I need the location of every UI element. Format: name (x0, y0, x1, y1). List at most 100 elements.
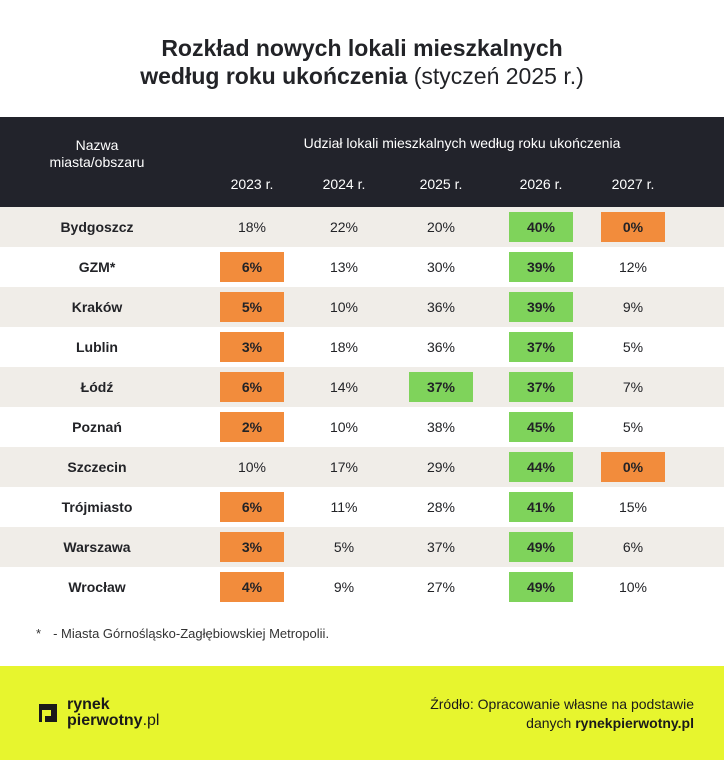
logo-wordmark: rynek pierwotny.pl (67, 697, 159, 729)
footnote-mark: * (36, 626, 42, 641)
min-value-cell: 4% (220, 572, 284, 602)
logo-line2-domain: .pl (142, 712, 160, 729)
source-brand: rynekpierwotny.pl (575, 715, 694, 731)
year-header: 2027 r. (611, 176, 655, 192)
value-cell: 5% (622, 339, 644, 355)
city-name: Lublin (76, 339, 118, 355)
min-value-cell: 5% (220, 292, 284, 322)
value-cell: 28% (426, 499, 456, 515)
max-value-cell: 39% (509, 292, 573, 322)
city-name: Łódź (80, 379, 114, 395)
title-block: Rozkład nowych lokali mieszkalnych wedłu… (0, 34, 724, 90)
max-value-cell: 49% (509, 572, 573, 602)
value-cell: 10% (329, 299, 359, 315)
value-cell: 9% (622, 299, 644, 315)
value-cell: 30% (426, 259, 456, 275)
value-cell: 18% (329, 339, 359, 355)
value-cell: 15% (618, 499, 648, 515)
value-cell: 7% (622, 379, 644, 395)
value-cell: 38% (426, 419, 456, 435)
table-row: Lublin 3% 18% 36% 37% 5% (0, 327, 724, 367)
value-cell: 6% (622, 539, 644, 555)
value-cell: 36% (426, 299, 456, 315)
value-cell: 10% (237, 459, 267, 475)
logo-line2-main: pierwotny (67, 712, 143, 729)
page-title-line1: Rozkład nowych lokali mieszkalnych (161, 35, 563, 61)
value-cell: 5% (622, 419, 644, 435)
min-value-cell: 0% (601, 212, 665, 242)
table-row: Łódź 6% 14% 37% 37% 7% (0, 367, 724, 407)
value-cell: 20% (426, 219, 456, 235)
max-value-cell: 49% (509, 532, 573, 562)
rynekpierwotny-logo-icon (39, 704, 57, 722)
logo-line1: rynek (67, 696, 110, 713)
page-title-line2: według roku ukończenia (styczeń 2025 r.) (0, 62, 724, 90)
min-value-cell: 6% (220, 372, 284, 402)
value-cell: 27% (426, 579, 456, 595)
min-value-cell: 3% (220, 332, 284, 362)
city-name: Poznań (72, 419, 122, 435)
footer-bar: rynek pierwotny.pl Źródło: Opracowanie w… (0, 666, 724, 760)
max-value-cell: 41% (509, 492, 573, 522)
table-row: Wrocław 4% 9% 27% 49% 10% (0, 567, 724, 607)
value-cell: 13% (329, 259, 359, 275)
max-value-cell: 37% (509, 372, 573, 402)
value-cell: 17% (329, 459, 359, 475)
value-cell: 11% (330, 499, 358, 515)
value-cell: 10% (618, 579, 648, 595)
year-header: 2023 r. (230, 176, 274, 192)
value-cell: 12% (618, 259, 648, 275)
share-group-header: Udział lokali mieszkalnych według roku u… (303, 135, 621, 151)
min-value-cell: 6% (220, 492, 284, 522)
city-column-header: Nazwa miasta/obszaru (49, 137, 145, 170)
city-name: Szczecin (67, 459, 127, 475)
table-row: Warszawa 3% 5% 37% 49% 6% (0, 527, 724, 567)
city-name: Trójmiasto (61, 499, 133, 515)
max-value-cell: 40% (509, 212, 573, 242)
year-header: 2024 r. (322, 176, 366, 192)
logo-line2: pierwotny.pl (67, 713, 159, 729)
min-value-cell: 2% (220, 412, 284, 442)
table-row: Trójmiasto 6% 11% 28% 41% 15% (0, 487, 724, 527)
value-cell: 5% (333, 539, 355, 555)
value-cell: 29% (426, 459, 456, 475)
data-table: Nazwa miasta/obszaru Udział lokali miesz… (0, 117, 724, 607)
min-value-cell: 6% (220, 252, 284, 282)
source-prefix: danych (526, 715, 576, 731)
value-cell: 14% (329, 379, 359, 395)
max-value-cell: 37% (509, 332, 573, 362)
city-name: Wrocław (68, 579, 126, 595)
max-value-cell: 37% (409, 372, 473, 402)
city-name: Warszawa (63, 539, 131, 555)
value-cell: 22% (329, 219, 359, 235)
city-name: GZM* (78, 259, 116, 275)
table-header: Nazwa miasta/obszaru Udział lokali miesz… (0, 117, 724, 207)
page-title-date: (styczeń 2025 r.) (407, 63, 584, 89)
value-cell: 36% (426, 339, 456, 355)
source-line2: danych rynekpierwotny.pl (430, 714, 694, 733)
max-value-cell: 39% (509, 252, 573, 282)
max-value-cell: 44% (509, 452, 573, 482)
page-title-bold: według roku ukończenia (140, 63, 408, 89)
brand-logo: rynek pierwotny.pl (37, 697, 159, 729)
table-row: Poznań 2% 10% 38% 45% 5% (0, 407, 724, 447)
source-line1: Źródło: Opracowanie własne na podstawie (430, 696, 694, 712)
min-value-cell: 3% (220, 532, 284, 562)
table-row: Bydgoszcz 18% 22% 20% 40% 0% (0, 207, 724, 247)
table-row: Szczecin 10% 17% 29% 44% 0% (0, 447, 724, 487)
city-name: Bydgoszcz (60, 219, 134, 235)
year-header: 2025 r. (419, 176, 463, 192)
value-cell: 18% (237, 219, 267, 235)
source-note: Źródło: Opracowanie własne na podstawie … (430, 695, 694, 733)
max-value-cell: 45% (509, 412, 573, 442)
footnote-text: - Miasta Górnośląsko-Zagłębiowskiej Metr… (53, 626, 330, 641)
value-cell: 37% (426, 539, 456, 555)
year-header: 2026 r. (519, 176, 563, 192)
table-row: Kraków 5% 10% 36% 39% 9% (0, 287, 724, 327)
footnote: * - Miasta Górnośląsko-Zagłębiowskiej Met… (36, 626, 329, 641)
value-cell: 10% (329, 419, 359, 435)
table-row: GZM* 6% 13% 30% 39% 12% (0, 247, 724, 287)
value-cell: 9% (333, 579, 355, 595)
city-name: Kraków (71, 299, 123, 315)
min-value-cell: 0% (601, 452, 665, 482)
